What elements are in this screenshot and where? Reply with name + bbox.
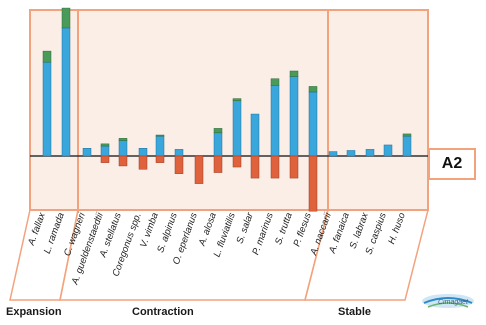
bar-green-0 — [42, 50, 52, 63]
bar-blue-10 — [232, 100, 242, 157]
panel-label: A2 — [428, 148, 476, 180]
bar-blue-5 — [138, 148, 148, 157]
bar-red-8 — [194, 155, 204, 184]
bar-green-3 — [100, 143, 110, 147]
bar-blue-19 — [402, 135, 412, 157]
bar-red-5 — [138, 155, 148, 170]
bar-red-13 — [289, 155, 299, 179]
bar-green-14 — [308, 86, 318, 93]
bar-red-9 — [213, 155, 223, 173]
bar-red-6 — [155, 155, 165, 163]
bar-green-9 — [213, 128, 223, 134]
bar-blue-13 — [289, 76, 299, 157]
group-label-expansion: Expansion — [6, 306, 62, 318]
bar-green-10 — [232, 98, 242, 102]
bar-blue-18 — [383, 144, 393, 157]
logo-text: Cimagaet — [438, 299, 468, 306]
bar-green-19 — [402, 133, 412, 137]
bar-red-4 — [118, 155, 128, 167]
group-panel-0 — [29, 9, 79, 211]
bar-blue-12 — [270, 85, 280, 157]
category-label-11: S. salar — [234, 210, 256, 245]
bar-red-3 — [100, 155, 110, 163]
bar-blue-14 — [308, 91, 318, 157]
bar-blue-15 — [328, 151, 338, 157]
cimagaet-logo-icon — [422, 294, 474, 308]
bar-green-12 — [270, 78, 280, 86]
bar-red-12 — [270, 155, 280, 179]
bar-blue-6 — [155, 135, 165, 157]
bar-red-7 — [174, 155, 184, 174]
bar-blue-7 — [174, 149, 184, 157]
group-panel-2 — [327, 9, 429, 211]
bar-blue-4 — [118, 140, 128, 157]
stable-label-frame — [304, 209, 429, 301]
bar-red-11 — [250, 155, 260, 179]
bar-green-1 — [61, 7, 71, 29]
category-label-19: H. huso — [386, 211, 408, 246]
group-label-contraction: Contraction — [132, 306, 194, 318]
bar-blue-17 — [365, 149, 375, 157]
bar-blue-3 — [100, 145, 110, 157]
bar-red-14 — [308, 155, 318, 212]
bar-blue-16 — [346, 150, 356, 157]
bar-green-13 — [289, 70, 299, 77]
group-label-stable: Stable — [338, 306, 372, 318]
bars — [42, 7, 412, 212]
category-label-13: S. trutta — [273, 211, 295, 246]
bar-blue-2 — [82, 148, 92, 157]
bar-red-10 — [232, 155, 242, 168]
category-label-14: P. flesus — [291, 211, 313, 248]
bar-green-4 — [118, 138, 128, 141]
bar-blue-1 — [61, 27, 71, 157]
bar-green-6 — [155, 134, 165, 137]
bar-blue-9 — [213, 132, 223, 157]
bar-blue-0 — [42, 61, 52, 157]
bar-blue-11 — [250, 113, 260, 157]
